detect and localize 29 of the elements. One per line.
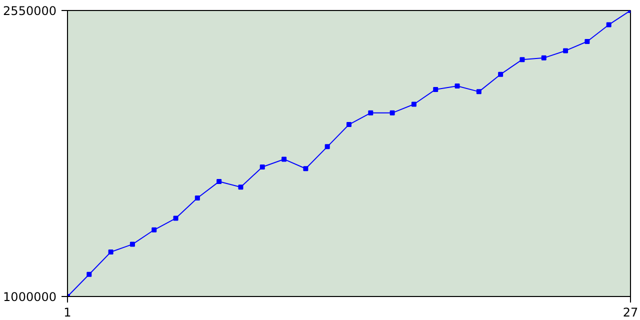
point (541, 55, 546, 60)
point (368, 110, 374, 116)
point (260, 164, 265, 170)
point (606, 22, 612, 28)
point (324, 144, 330, 150)
point (563, 48, 568, 54)
point (476, 89, 482, 94)
point (303, 166, 308, 172)
y-tick-label: 1000000 (3, 290, 57, 304)
point (584, 39, 590, 44)
y-tick-label: 2550000 (3, 4, 57, 18)
point (498, 72, 504, 77)
point (411, 102, 416, 107)
point (520, 57, 525, 62)
point (173, 216, 178, 221)
point (86, 272, 92, 277)
point (390, 110, 395, 116)
point (108, 250, 114, 255)
point (238, 184, 244, 190)
point (152, 227, 157, 232)
point (433, 86, 438, 92)
point (346, 122, 352, 128)
point (216, 179, 222, 184)
point (130, 242, 135, 247)
point (282, 156, 287, 162)
x-tick-label: 27 (622, 306, 638, 320)
point (454, 83, 460, 88)
point (194, 195, 200, 200)
x-tick-label: 1 (64, 306, 72, 320)
